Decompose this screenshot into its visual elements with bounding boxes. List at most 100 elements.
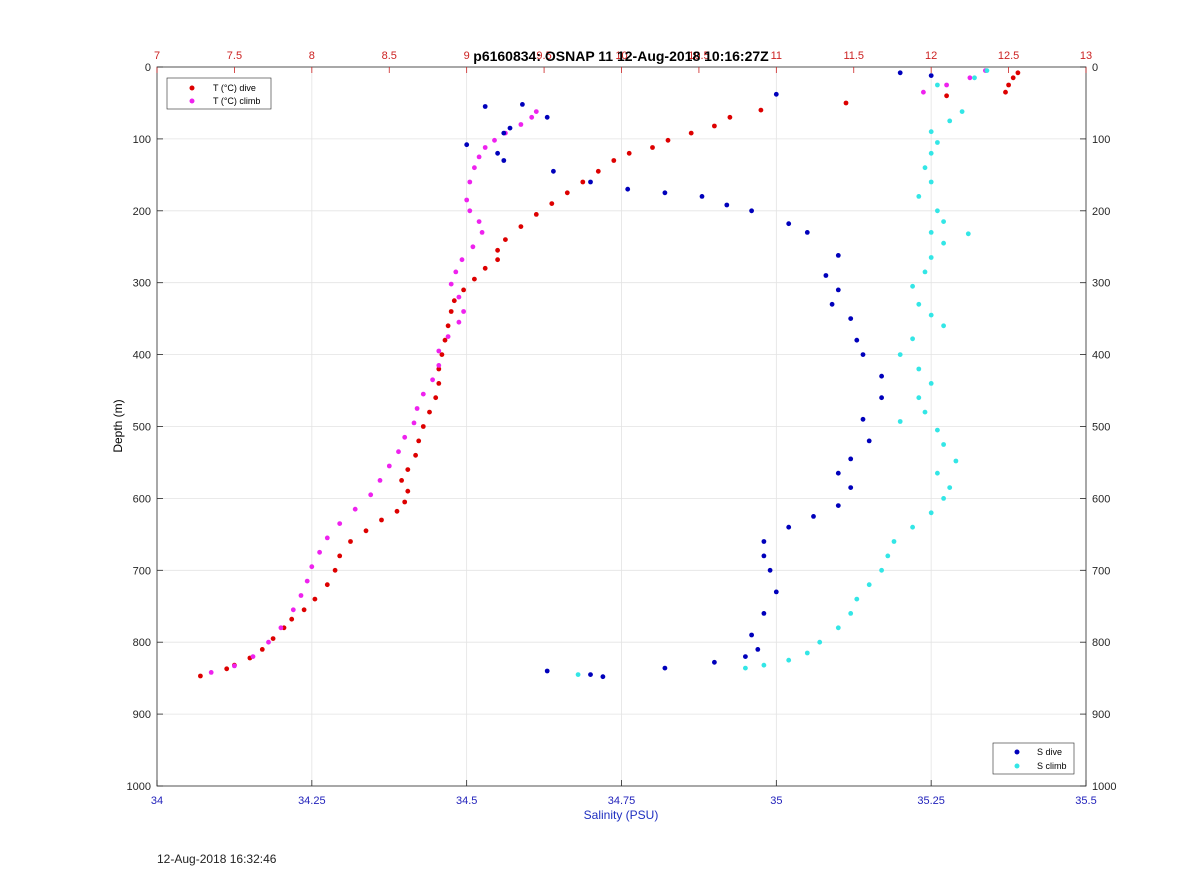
t-dive-point [650,145,655,150]
s-dive-point [551,168,556,174]
s-dive-point [724,202,730,208]
top-tick-label: 10.5 [688,50,709,62]
s-climb-point [910,336,915,342]
t-climb-point [436,348,442,354]
top-tick-label: 12.5 [998,50,1019,62]
t-dive-point [394,508,400,514]
t-climb-point [461,309,466,314]
s-dive-point [520,102,525,107]
t-dive-point [611,158,617,163]
print-timestamp: 12-Aug-2018 16:32:46 [157,852,277,866]
t-climb-point [402,434,408,440]
s-climb-point [941,219,946,225]
t-dive-point [301,607,307,613]
s-dive-point [835,253,841,258]
y-tick-label: 700 [133,565,151,577]
s-climb-point [935,82,940,88]
t-dive-point [758,107,764,113]
t-climb-point [456,294,462,300]
s-climb-point [935,208,940,214]
y-tick-label: 400 [133,350,151,362]
s-dive-point [507,125,513,131]
y-tick-label: 1000 [127,781,151,793]
s-climb-point [965,231,971,237]
t-climb-point [467,179,473,185]
t-dive-point [270,636,276,641]
s-dive-point [749,208,754,214]
s-dive-point [928,73,934,78]
s-climb-point [953,458,959,464]
legend-temperature: T (°C) dive T (°C) climb [166,77,272,110]
t-climb-point [250,654,256,659]
t-dive-point [348,539,353,544]
y-tick-label: 900 [133,709,151,721]
s-climb-point [928,255,934,260]
legend-s-climb-marker [1014,763,1020,769]
t-climb-point [436,363,442,368]
t-dive-point [420,424,426,429]
y-tick-label-right: 200 [1092,206,1110,218]
s-dive-point [835,287,841,293]
t-climb-point [482,145,488,150]
s-climb-point [885,553,891,559]
s-climb-point [922,165,928,171]
s-dive-point [786,221,792,227]
top-tick-label: 12 [925,50,937,62]
s-dive-point [662,665,668,671]
t-dive-point [416,438,422,444]
t-dive-point [518,224,524,230]
t-dive-point [451,298,457,304]
s-climb-point [743,665,748,671]
t-climb-point [967,75,973,81]
y-tick-label-right: 600 [1092,493,1110,505]
s-dive-point [544,114,550,120]
t-dive-point [482,265,488,271]
s-dive-point [773,91,779,97]
s-dive-point [464,142,470,148]
s-dive-point [761,539,767,544]
t-climb-point [411,420,417,426]
t-climb-point [479,230,485,235]
x-tick-label: 35.5 [1075,795,1096,807]
y-tick-label: 100 [133,134,151,146]
data-markers [198,68,1021,680]
s-climb-point [928,179,934,185]
t-climb-point [304,578,310,584]
top-tick-label: 7 [154,50,160,62]
t-dive-point [533,212,539,217]
t-climb-point [377,478,383,483]
s-dive-point [848,316,854,321]
t-climb-point [298,593,304,598]
s-dive-point [699,194,705,199]
s-climb-point [916,194,922,199]
t-dive-point [427,409,432,415]
t-dive-point [1015,70,1021,76]
s-climb-point [922,409,928,415]
s-dive-point [761,611,767,616]
s-dive-point [743,654,748,659]
t-dive-point [1006,82,1011,88]
s-dive-point [501,158,507,163]
s-climb-point [935,140,940,145]
t-dive-point [399,478,404,483]
t-climb-point [309,564,315,570]
t-dive-point [448,309,454,314]
t-climb-point [317,549,322,555]
s-climb-point [761,662,767,668]
s-climb-point [928,150,934,156]
legend-t-climb-marker [189,98,195,104]
s-dive-point [712,659,717,665]
y-tick-label-right: 700 [1092,565,1110,577]
t-dive-point [433,395,439,401]
y-tick-label-right: 100 [1092,134,1110,146]
y-tick-label-right: 1000 [1092,781,1116,793]
y-tick-label-right: 800 [1092,637,1110,649]
s-climb-point [935,470,940,476]
t-climb-point [476,219,482,225]
t-dive-point [843,100,849,106]
s-dive-point [544,668,550,674]
s-climb-point [897,419,903,424]
t-dive-point [472,276,477,282]
t-dive-point [580,179,586,185]
